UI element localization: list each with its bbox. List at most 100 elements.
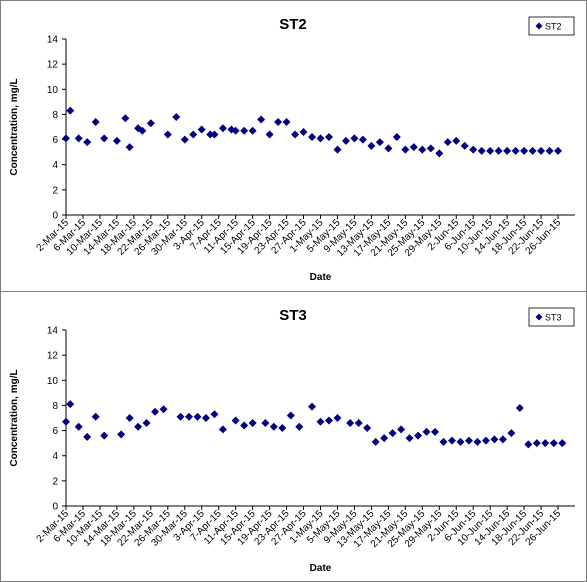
legend-box [528,16,575,36]
data-point [91,117,100,126]
data-point [481,436,490,445]
data-point [308,133,317,142]
y-tick-label: 4 [52,451,58,462]
data-point [354,419,363,428]
y-tick-label: 8 [52,401,58,412]
data-point [439,437,448,446]
data-point [176,412,185,421]
data-point [460,141,469,150]
data-point [380,434,389,443]
data-point [74,134,83,143]
y-tick-label: 2 [52,476,58,487]
y-tick-label: 8 [52,110,58,121]
data-point [125,143,134,152]
data-point [218,124,227,133]
data-point [341,136,350,145]
data-point [163,130,172,139]
data-point [210,130,219,139]
y-tick-label: 0 [52,211,58,222]
y-tick-label: 4 [52,160,58,171]
data-point [363,424,372,433]
data-point [62,134,70,143]
data-point [405,434,414,443]
data-point [121,114,130,123]
data-point [409,143,418,152]
data-point [333,414,342,422]
data-point [554,146,563,155]
data-point [100,134,109,143]
data-point [549,439,558,448]
legend-marker-icon [535,313,543,321]
data-point [218,425,227,434]
data-point [350,134,359,143]
y-tick-label: 10 [47,85,59,96]
data-point [295,422,304,431]
y-tick-label: 2 [52,185,58,196]
data-point [392,133,401,142]
y-tick-label: 12 [47,60,59,71]
data-point [308,402,317,411]
data-point [146,119,155,128]
data-point [367,141,376,150]
data-point [358,135,367,144]
data-point [520,146,529,155]
y-tick-label: 14 [47,35,59,46]
data-point [62,417,70,426]
data-point [414,431,423,440]
y-tick-label: 14 [47,326,59,337]
data-point [498,435,507,444]
data-point [316,134,325,143]
data-point [134,422,143,431]
data-point [151,407,160,416]
chart-panel-st3: ST3 ST3 0 2 4 6 8 10 12 14 2-Mar-15 6-Mar-15 10-Mar-… [1,291,586,581]
data-point [443,138,452,147]
data-point [515,403,524,412]
data-point [375,138,384,147]
data-point [83,138,92,147]
data-point [240,126,249,135]
data-point [274,117,283,126]
data-point [431,427,440,436]
data-point [324,133,333,142]
data-point [316,417,325,426]
data-point [469,145,478,154]
data-point [447,436,456,445]
data-point [261,419,270,428]
data-point [524,440,533,449]
data-point [532,439,541,448]
y-tick-label: 6 [52,135,58,146]
data-point [269,422,278,431]
data-point [286,411,295,420]
x-axis-title: Date [310,272,332,283]
data-point [112,136,121,145]
chart-title: ST3 [279,307,307,324]
legend-label: ST3 [545,313,562,323]
chart-st2: ST2 ST2024681012142-Mar-156-Mar-1510-Mar-… [9,16,575,283]
data-point [346,419,355,428]
y-axis-title: Concentration, mg/L [9,369,20,466]
data-point [231,416,240,425]
data-point [91,412,100,421]
data-point [100,431,109,440]
data-point [384,144,393,153]
data-point [541,439,550,448]
data-point [477,146,486,155]
legend-marker-icon [535,22,543,30]
data-point [240,421,249,430]
data-point [324,416,333,425]
data-point [172,112,181,121]
data-point [66,106,75,115]
legend: ST3 [528,307,575,327]
data-point [159,405,168,414]
data-point [83,432,92,441]
chart-title: ST2 [279,16,307,33]
data-point [435,149,444,158]
data-point [193,412,202,421]
data-point [74,422,83,431]
data-point [265,130,274,139]
data-point [206,130,215,139]
y-axis-title: Concentration, mg/L [9,78,20,175]
data-point [117,430,126,439]
data-point [426,144,435,153]
